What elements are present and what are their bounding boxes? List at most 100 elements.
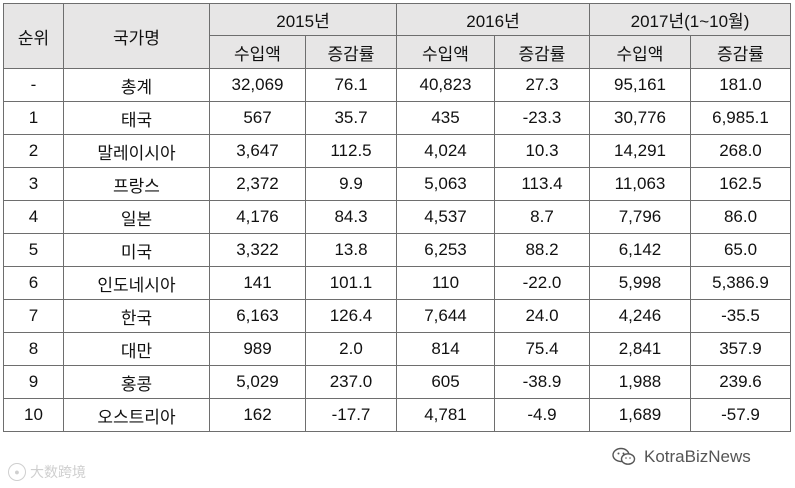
change-2017-cell: 162.5 <box>690 167 791 201</box>
import-2017-cell: 7,796 <box>589 200 691 234</box>
import-2016-cell: 605 <box>396 365 495 399</box>
change-2017-cell: 65.0 <box>690 233 791 267</box>
import-2016-cell: 4,537 <box>396 200 495 234</box>
rank-cell: 10 <box>3 398 64 432</box>
watermark-right-text: KotraBizNews <box>644 447 751 466</box>
change-2017-cell: 6,985.1 <box>690 101 791 135</box>
import-2017-cell: 1,988 <box>589 365 691 399</box>
rank-cell: 9 <box>3 365 64 399</box>
change-2017-cell: 86.0 <box>690 200 791 234</box>
watermark-left: ● 大数跨境 <box>8 462 86 482</box>
change-2015-cell: 35.7 <box>305 101 397 135</box>
import-2016-cell: 4,781 <box>396 398 495 432</box>
change-rate-header: 증감률 <box>305 35 397 69</box>
import-amount-header: 수입액 <box>589 35 691 69</box>
import-2015-cell: 3,322 <box>209 233 306 267</box>
table-row: 5 미국 3,322 13.8 6,253 88.2 6,142 65.0 <box>3 233 791 267</box>
change-2016-cell: -23.3 <box>494 101 590 135</box>
watermark-right: KotraBizNews <box>612 446 751 468</box>
country-cell: 오스트리아 <box>63 398 210 432</box>
table-row: 10 오스트리아 162 -17.7 4,781 -4.9 1,689 -57.9 <box>3 398 791 432</box>
change-rate-header: 증감률 <box>690 35 791 69</box>
import-2016-cell: 5,063 <box>396 167 495 201</box>
table-row: 3 프랑스 2,372 9.9 5,063 113.4 11,063 162.5 <box>3 167 791 201</box>
country-cell: 미국 <box>63 233 210 267</box>
change-2015-cell: 112.5 <box>305 134 397 168</box>
table-row: 9 홍콩 5,029 237.0 605 -38.9 1,988 239.6 <box>3 365 791 399</box>
watermark-left-text: 大数跨境 <box>30 464 86 480</box>
change-2015-cell: 101.1 <box>305 266 397 300</box>
import-2016-cell: 435 <box>396 101 495 135</box>
change-2016-cell: 75.4 <box>494 332 590 366</box>
import-2016-cell: 110 <box>396 266 495 300</box>
change-2017-cell: 5,386.9 <box>690 266 791 300</box>
rank-cell: 8 <box>3 332 64 366</box>
country-cell: 총계 <box>63 68 210 102</box>
country-cell: 일본 <box>63 200 210 234</box>
country-cell: 프랑스 <box>63 167 210 201</box>
change-2017-cell: 239.6 <box>690 365 791 399</box>
import-2017-cell: 4,246 <box>589 299 691 333</box>
table-row: 6 인도네시아 141 101.1 110 -22.0 5,998 5,386.9 <box>3 266 791 300</box>
import-2015-cell: 6,163 <box>209 299 306 333</box>
import-2017-cell: 2,841 <box>589 332 691 366</box>
rank-cell: 6 <box>3 266 64 300</box>
change-2017-cell: 357.9 <box>690 332 791 366</box>
header-row-metrics: 수입액 증감률 수입액 증감률 수입액 증감률 <box>4 35 791 69</box>
country-cell: 인도네시아 <box>63 266 210 300</box>
import-2017-cell: 11,063 <box>589 167 691 201</box>
change-2016-cell: -38.9 <box>494 365 590 399</box>
import-2015-cell: 5,029 <box>209 365 306 399</box>
change-2017-cell: 268.0 <box>690 134 791 168</box>
import-2015-cell: 3,647 <box>209 134 306 168</box>
import-2015-cell: 567 <box>209 101 306 135</box>
table-row: - 총계 32,069 76.1 40,823 27.3 95,161 181.0 <box>3 68 791 102</box>
table-row: 8 대만 989 2.0 814 75.4 2,841 357.9 <box>3 332 791 366</box>
table-row: 1 태국 567 35.7 435 -23.3 30,776 6,985.1 <box>3 101 791 135</box>
rank-cell: 2 <box>3 134 64 168</box>
import-2016-cell: 6,253 <box>396 233 495 267</box>
table-row: 2 말레이시아 3,647 112.5 4,024 10.3 14,291 268.0 <box>3 134 791 168</box>
import-table: 순위 국가명 2015년 2016년 2017년(1~10월) 수입액 증감률 … <box>3 3 791 432</box>
import-2017-cell: 30,776 <box>589 101 691 135</box>
rank-cell: 1 <box>3 101 64 135</box>
rank-header: 순위 <box>3 3 64 69</box>
change-2015-cell: 84.3 <box>305 200 397 234</box>
import-2017-cell: 95,161 <box>589 68 691 102</box>
import-2016-cell: 4,024 <box>396 134 495 168</box>
change-2016-cell: -22.0 <box>494 266 590 300</box>
import-amount-header: 수입액 <box>396 35 495 69</box>
rank-cell: 4 <box>3 200 64 234</box>
import-2016-cell: 40,823 <box>396 68 495 102</box>
rank-cell: 7 <box>3 299 64 333</box>
header-row-years: 순위 국가명 2015년 2016년 2017년(1~10월) <box>3 3 791 69</box>
change-2015-cell: 13.8 <box>305 233 397 267</box>
change-2016-cell: 88.2 <box>494 233 590 267</box>
wechat-icon <box>612 446 636 468</box>
change-2015-cell: -17.7 <box>305 398 397 432</box>
change-2016-cell: -4.9 <box>494 398 590 432</box>
import-2016-cell: 814 <box>396 332 495 366</box>
change-2017-cell: -57.9 <box>690 398 791 432</box>
brand-logo-icon: ● <box>8 463 26 481</box>
change-2015-cell: 9.9 <box>305 167 397 201</box>
change-2015-cell: 126.4 <box>305 299 397 333</box>
change-2016-cell: 27.3 <box>494 68 590 102</box>
import-2015-cell: 2,372 <box>209 167 306 201</box>
country-cell: 대만 <box>63 332 210 366</box>
import-2017-cell: 5,998 <box>589 266 691 300</box>
year-2015-header: 2015년 <box>209 3 397 36</box>
country-cell: 태국 <box>63 101 210 135</box>
import-amount-header: 수입액 <box>209 35 306 69</box>
import-2015-cell: 162 <box>209 398 306 432</box>
change-2017-cell: 181.0 <box>690 68 791 102</box>
change-2016-cell: 8.7 <box>494 200 590 234</box>
change-2017-cell: -35.5 <box>690 299 791 333</box>
import-2015-cell: 989 <box>209 332 306 366</box>
country-cell: 홍콩 <box>63 365 210 399</box>
change-2016-cell: 24.0 <box>494 299 590 333</box>
year-2016-header: 2016년 <box>396 3 590 36</box>
rank-cell: 3 <box>3 167 64 201</box>
import-2015-cell: 4,176 <box>209 200 306 234</box>
import-2017-cell: 14,291 <box>589 134 691 168</box>
